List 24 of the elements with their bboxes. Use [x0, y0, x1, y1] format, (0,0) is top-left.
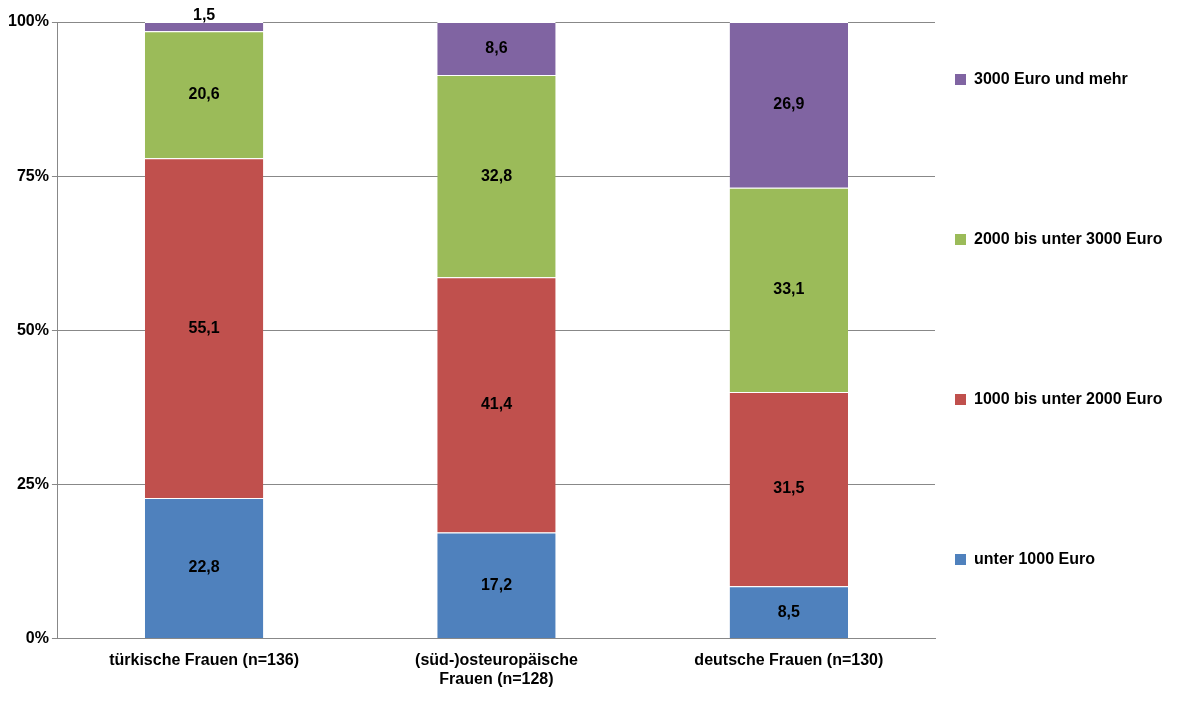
data-label: 17,2	[480, 575, 513, 593]
y-tick-label: 50%	[16, 320, 49, 338]
data-label: 55,1	[188, 318, 220, 336]
data-label: 32,8	[480, 166, 513, 184]
data-label: 41,4	[480, 395, 513, 413]
legend-label: 3000 Euro und mehr	[974, 70, 1128, 88]
data-label: 31,5	[773, 479, 805, 497]
legend-label: unter 1000 Euro	[974, 550, 1095, 568]
y-tick-label: 100%	[8, 12, 49, 30]
x-tick-label: türkische Frauen (n=136)	[109, 650, 300, 668]
data-label: 26,9	[773, 95, 805, 113]
legend-label: 2000 bis unter 3000 Euro	[974, 230, 1163, 248]
data-label: 1,5	[192, 6, 216, 24]
y-tick-label: 75%	[16, 166, 49, 184]
y-tick-label: 25%	[16, 474, 49, 492]
data-label: 8,5	[777, 602, 801, 620]
data-label: 33,1	[773, 280, 805, 298]
data-label: 8,6	[485, 38, 508, 56]
data-label: 20,6	[188, 85, 220, 103]
y-tick-label: 0%	[25, 629, 49, 647]
data-label: 22,8	[188, 558, 220, 576]
x-tick-label: deutsche Frauen (n=130)	[694, 650, 884, 668]
x-tick-label: (süd-)osteuropäische Frauen (n=128)	[415, 650, 578, 687]
legend-label: 1000 bis unter 2000 Euro	[974, 390, 1163, 408]
